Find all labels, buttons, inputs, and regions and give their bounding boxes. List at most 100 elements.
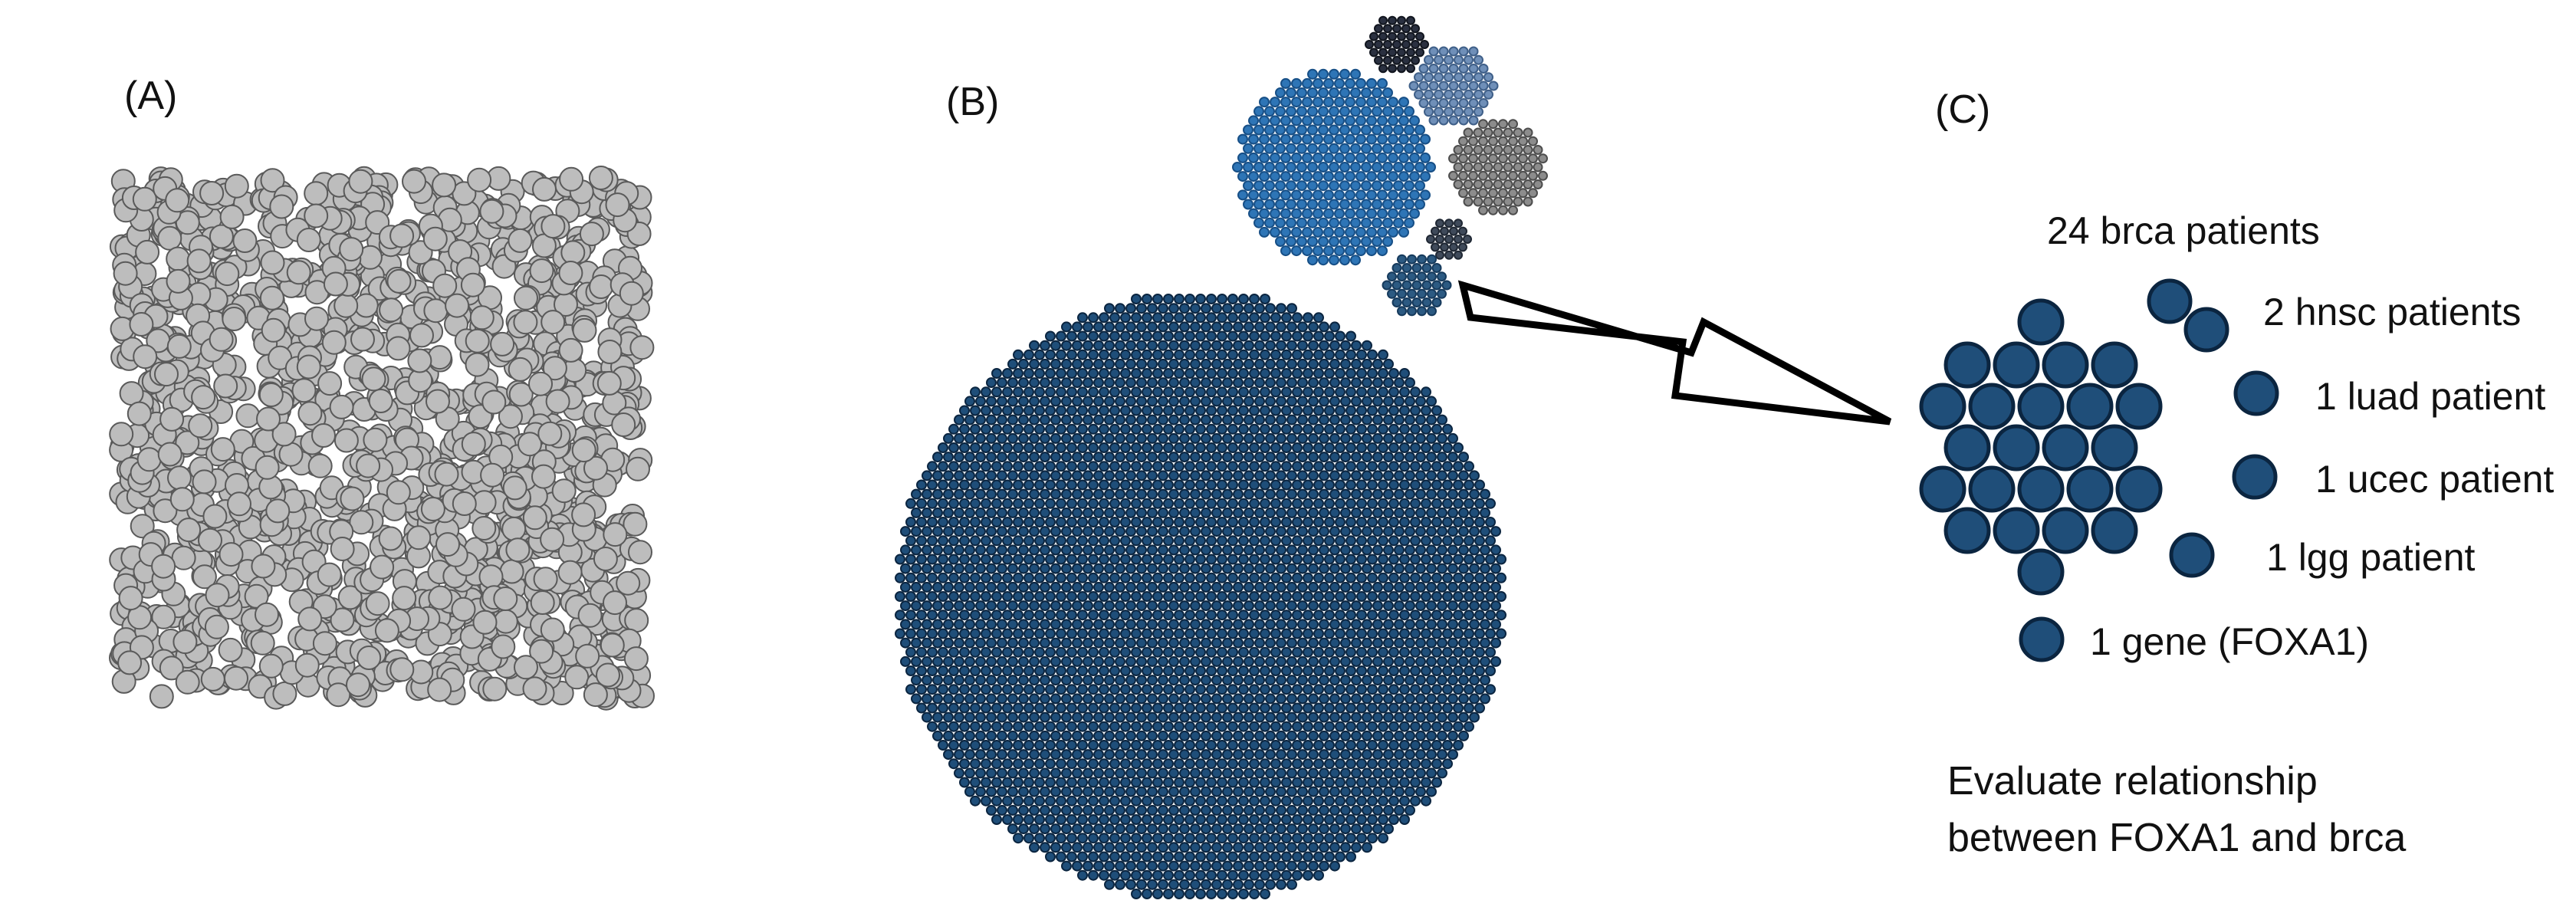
navy-node [922,619,932,630]
navy-node [1104,396,1115,407]
navy-node [1201,656,1211,667]
navy-node [1442,684,1453,695]
navy-node [1276,414,1286,426]
navy-node [1201,693,1211,705]
navy-node [1217,423,1227,435]
navy-node [1050,600,1061,612]
navy-node [1174,814,1184,825]
blue-node [1404,199,1414,210]
blue-node [1280,152,1291,163]
navy-node [1254,526,1265,537]
navy-node [1168,879,1179,890]
blue-node [1398,226,1409,238]
navy-node [1179,396,1190,407]
navy-node [1265,470,1276,481]
navy-node [1077,869,1088,881]
navy-node [1490,526,1501,537]
navy-node [932,563,943,574]
navy-node [1136,321,1147,333]
navy-node [1276,321,1286,333]
navy-node [970,554,981,565]
navy-node [1120,628,1131,639]
navy-node [1131,795,1142,807]
navy-node [986,526,997,537]
navy-node [1319,470,1329,481]
gray-node [374,618,399,643]
navy-node [1109,572,1120,583]
navy-node [1136,749,1147,761]
gray-cluster-node [1493,179,1503,189]
blue-node [1345,77,1355,89]
navy-node [1442,610,1453,621]
blue-node [1248,171,1259,182]
navy-node [1227,740,1238,751]
navy-node [1238,349,1249,360]
navy-node [997,749,1007,761]
navy-node [948,423,959,435]
blue-node [1350,87,1361,98]
blue-node [1296,143,1307,154]
navy-node [1303,665,1313,676]
navy-node [1346,423,1356,435]
steel-node [1454,89,1464,100]
navy-node [1174,758,1184,770]
gray-node [232,228,258,253]
navy-node [1131,665,1142,676]
navy-node [1340,823,1351,835]
steel-node [1448,115,1459,126]
navy-node [938,646,948,658]
navy-node [964,432,975,444]
dark-node [1411,55,1420,65]
navy-node [1217,814,1227,825]
navy-node [1007,507,1018,518]
navy-node [1066,591,1077,602]
blue-node [1382,180,1393,192]
small-navy-node [1421,297,1432,307]
navy-node [1372,452,1383,463]
navy-node [1115,637,1125,649]
navy-node [1281,479,1292,491]
navy-node [1270,702,1281,714]
gray-node [423,298,449,324]
navy-node [1136,619,1147,630]
navy-node [1142,889,1152,899]
navy-node [1249,721,1260,732]
navy-node [1388,423,1399,435]
navy-node [1249,833,1260,844]
navy-node [1147,414,1158,426]
navy-node [1356,795,1367,807]
navy-node [1050,749,1061,761]
gray-node [533,567,558,592]
blue-node [1275,162,1286,172]
navy-node [964,637,975,649]
legend-brca-label: 24 brca patients [2047,209,2320,252]
navy-node [1442,442,1453,453]
navy-node [1099,330,1109,342]
navy-node [1319,711,1329,723]
gray-cluster-node [1523,162,1533,172]
navy-node [1340,637,1351,649]
blue-node [1345,208,1355,219]
navy-node [1356,740,1367,751]
navy-node [1233,823,1244,835]
navy-node [1131,554,1142,565]
navy-node [1324,461,1335,472]
navy-node [895,554,905,565]
navy-node [1346,554,1356,565]
dark-node [1388,48,1397,58]
navy-node [1303,795,1313,807]
navy-node [1115,786,1125,797]
gray-cluster-node [1463,179,1474,189]
gray-cluster-node [1528,188,1538,199]
navy-node [1184,498,1195,509]
navy-node [1415,488,1426,500]
navy-node [1249,349,1260,360]
navy-node [1356,814,1367,825]
blue-node [1307,255,1318,266]
navy-node [1125,693,1136,705]
navy-node [1431,740,1442,751]
steel-node [1424,107,1434,117]
navy-node [916,535,927,547]
navy-node [1125,396,1136,407]
blue-node [1382,106,1393,117]
